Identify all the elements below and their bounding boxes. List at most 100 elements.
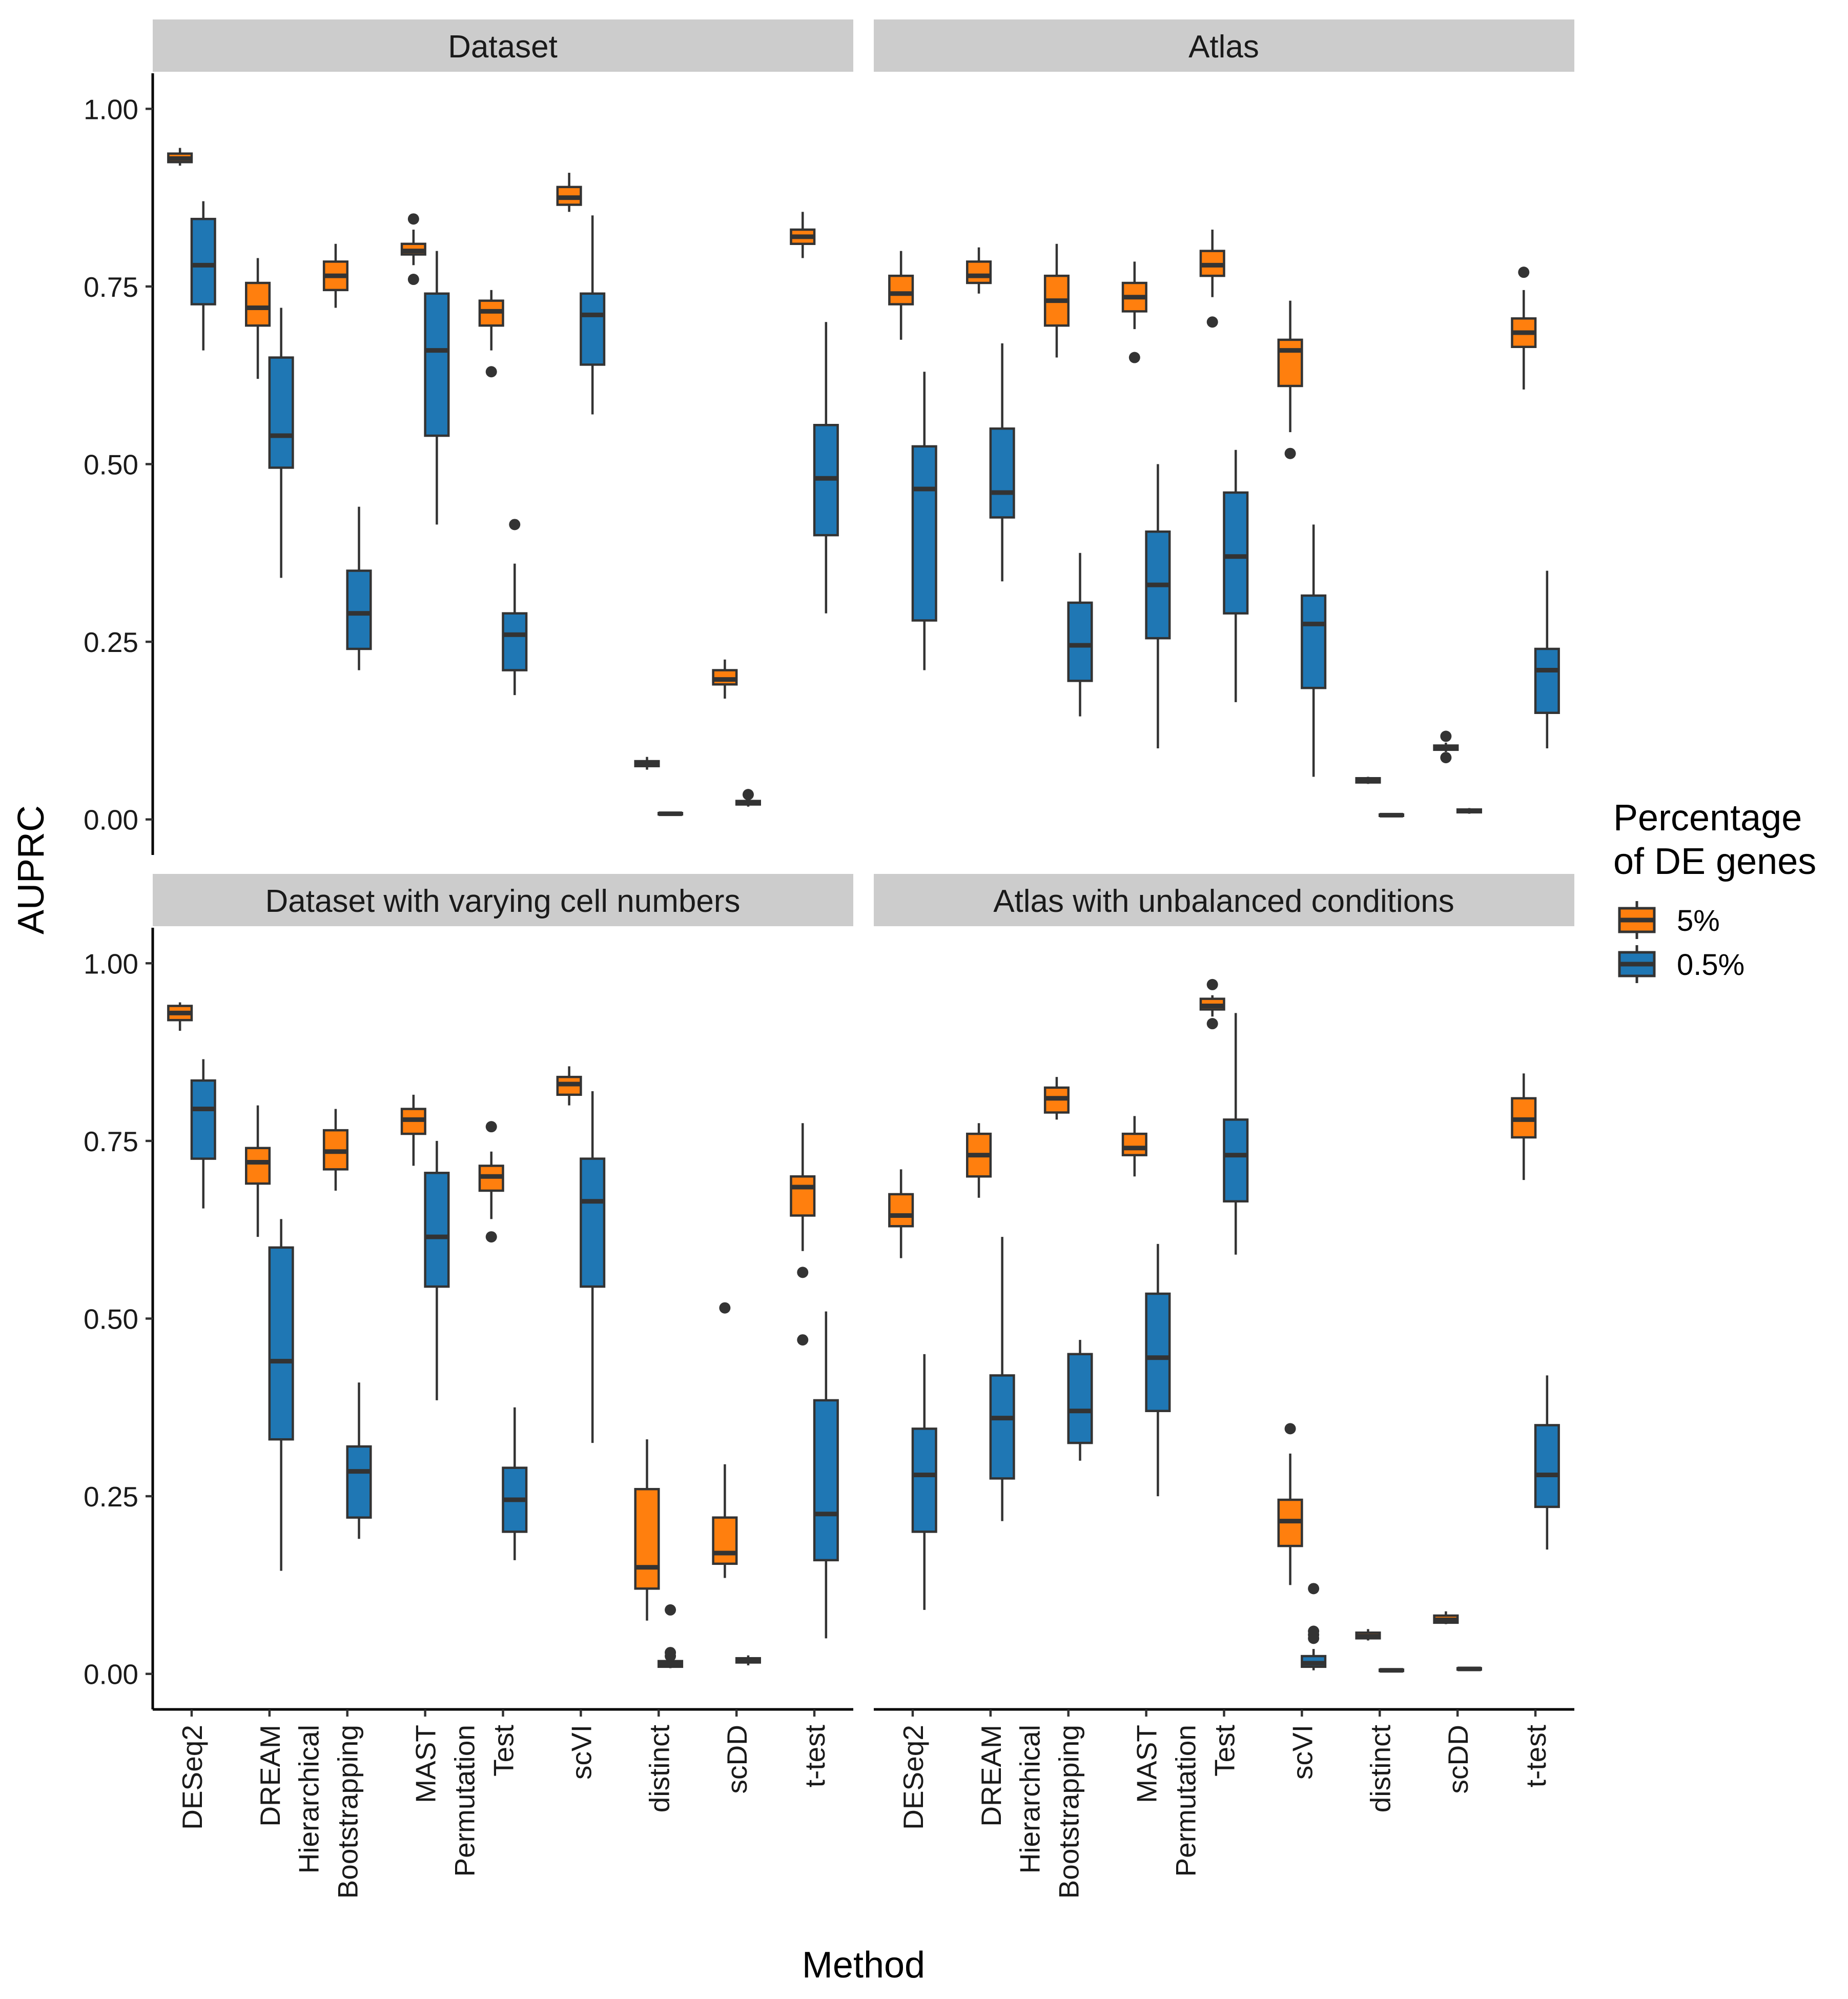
box-top-left-0-7: [712, 659, 738, 699]
box-top-right-1-0: [911, 372, 937, 670]
box-body: [424, 1172, 450, 1288]
box-body: [1067, 1353, 1093, 1444]
outlier-point: [485, 1231, 497, 1243]
box-body: [911, 445, 937, 622]
box-body: [245, 1147, 271, 1185]
plot-area-top-left: [167, 148, 839, 817]
box-bottom-right-0-2: [1043, 1077, 1070, 1120]
legend-label-5pct: 5%: [1677, 904, 1720, 937]
box-top-left-1-1: [268, 308, 294, 578]
box-body: [346, 1445, 372, 1519]
x-tick-label: DREAM: [975, 1725, 1007, 1827]
box-body: [1223, 1118, 1249, 1202]
box-bottom-right-1-5: [1301, 1583, 1327, 1670]
x-tick-label: t-test: [799, 1725, 831, 1787]
box-top-left-0-4: [478, 290, 504, 378]
outlier-point: [1440, 752, 1452, 764]
legend-label-05pct: 0.5%: [1677, 948, 1744, 982]
x-tick-label: scDD: [1442, 1725, 1474, 1793]
box-top-right-0-7: [1433, 730, 1459, 764]
box-top-left-0-8: [790, 212, 816, 258]
strip-label-top-right: Atlas: [1188, 29, 1259, 65]
x-tick-label: Bootstrapping: [1053, 1725, 1085, 1899]
box-top-right-1-8: [1534, 570, 1560, 749]
x-tick-label: Test: [488, 1725, 520, 1777]
panel-top-right: Atlas: [874, 19, 1574, 818]
outlier-point: [485, 1121, 497, 1133]
outlier-point: [1518, 267, 1530, 278]
box-bottom-left-0-6: [634, 1439, 660, 1621]
box-bottom-right-0-5: [1277, 1423, 1303, 1585]
legend-title-line-1: Percentage: [1613, 798, 1802, 839]
strip-top-left: [153, 19, 853, 72]
box-top-right-0-4: [1199, 230, 1225, 328]
box-body: [268, 1246, 294, 1441]
x-tick-label: Hierarchical: [1014, 1725, 1046, 1873]
y-axis-bottom: 0.00 0.25 0.50 0.75 1.00: [84, 928, 154, 1709]
x-axis-left: DESeq2 DREAM Hierarchical Bootstrapping MAST…: [153, 1708, 853, 1899]
box-bottom-right-1-3: [1145, 1243, 1171, 1497]
box-top-right-0-5: [1277, 300, 1303, 459]
box-top-left-0-0: [167, 148, 193, 166]
box-top-right-0-1: [966, 247, 992, 294]
strip-label-bottom-left: Dataset with varying cell numbers: [265, 884, 741, 919]
box-body: [712, 1516, 738, 1565]
y-tick-label: 0.25: [84, 1481, 138, 1513]
box-bottom-right-0-7: [1433, 1611, 1459, 1624]
box-bottom-right-0-3: [1121, 1116, 1147, 1177]
box-body: [989, 427, 1015, 519]
box-body: [634, 1487, 660, 1590]
outlier-point: [1308, 1583, 1320, 1595]
box-top-right-0-6: [1355, 777, 1381, 784]
box-body: [1121, 1132, 1147, 1156]
outlier-point: [407, 213, 419, 225]
box-top-right-0-2: [1043, 243, 1070, 358]
box-bottom-left-1-5: [580, 1091, 606, 1443]
box-bottom-left-0-0: [167, 1002, 193, 1031]
box-top-right-1-1: [989, 343, 1015, 582]
box-bottom-left-0-2: [322, 1109, 348, 1191]
strip-label-top-left: Dataset: [448, 29, 558, 65]
x-tick-label: Permutation: [449, 1725, 481, 1877]
legend: Percentage of DE genes 5% 0.5%: [1613, 798, 1816, 983]
outlier-point: [797, 1334, 809, 1346]
box-body: [190, 1079, 216, 1160]
box-body: [888, 274, 914, 305]
outlier-point: [1308, 1633, 1320, 1644]
x-tick-label: scVI: [1286, 1725, 1318, 1780]
box-top-right-1-3: [1145, 464, 1171, 749]
box-bottom-left-1-1: [268, 1219, 294, 1571]
box-top-left-0-6: [634, 757, 660, 770]
x-tick-label: Bootstrapping: [332, 1725, 364, 1899]
outlier-point: [1206, 1018, 1218, 1030]
box-body: [1534, 647, 1560, 714]
box-body: [424, 292, 450, 437]
box-bottom-left-1-8: [813, 1311, 839, 1639]
box-top-right-1-6: [1379, 812, 1405, 818]
y-tick-label: 0.50: [84, 449, 138, 481]
y-tick-label: 0.00: [84, 804, 138, 836]
box-body: [190, 217, 216, 305]
x-tick-label: MAST: [1131, 1725, 1163, 1803]
box-bottom-left-0-3: [400, 1094, 426, 1166]
box-bottom-right-1-2: [1067, 1340, 1093, 1461]
box-bottom-right-0-8: [1511, 1073, 1537, 1180]
outlier-point: [665, 1650, 676, 1662]
x-tick-label: distinct: [643, 1725, 675, 1812]
box-body: [268, 356, 294, 469]
x-tick-label: MAST: [410, 1725, 442, 1803]
box-top-left-1-7: [735, 789, 761, 807]
box-body: [245, 281, 271, 327]
box-body: [989, 1374, 1015, 1480]
x-tick-label: t-test: [1520, 1725, 1552, 1787]
box-top-left-1-3: [424, 251, 450, 525]
box-bottom-left-0-8: [790, 1123, 816, 1346]
strip-bottom-right: [874, 874, 1574, 926]
x-tick-label: Permutation: [1170, 1725, 1202, 1877]
box-body: [966, 260, 992, 284]
box-body: [790, 1175, 816, 1217]
y-tick-label: 1.00: [84, 948, 138, 980]
outlier-point: [1128, 352, 1140, 363]
outlier-point: [797, 1267, 809, 1278]
legend-key-5pct: [1618, 901, 1656, 939]
